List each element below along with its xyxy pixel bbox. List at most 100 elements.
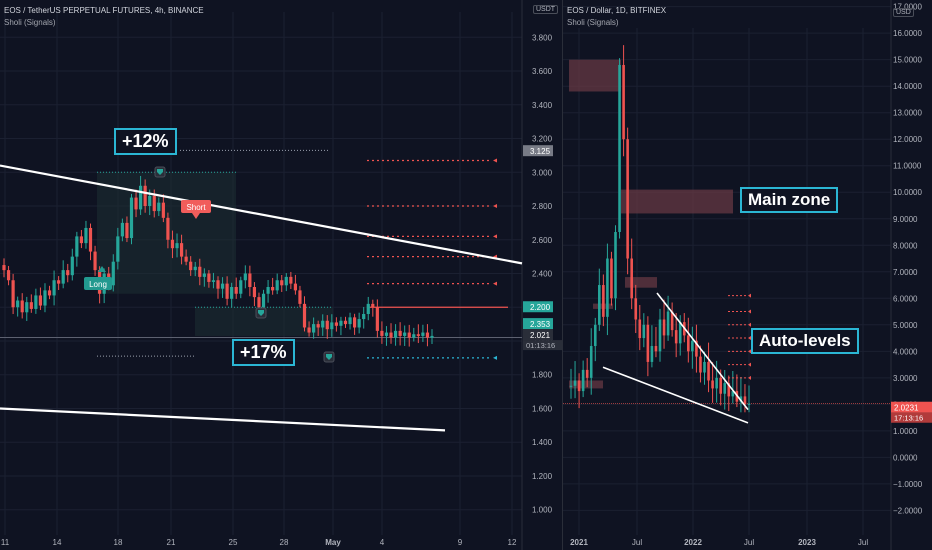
candle-body [280,280,284,286]
candle-body [366,303,370,314]
candle-body [393,330,398,338]
price-tag-green-box [523,301,553,313]
y-tick-label: 7.0000 [893,268,918,277]
auto-level-arrow [748,349,751,354]
candle-body [352,317,357,328]
candle [731,370,735,404]
candle-body [622,64,625,140]
annotation-down-callout: +17% [232,339,295,366]
x-tick-label: Jul [858,538,868,547]
candle [727,375,731,411]
candle-body [175,243,179,249]
candle-body [70,256,74,276]
candle-body [325,320,329,330]
x-tick-label: 25 [229,538,238,547]
candle [630,238,633,310]
left-chart-title: EOS / TetherUS PERPETUAL FUTURES, 4h, BI… [4,6,204,15]
candle [234,277,238,299]
candle-body [330,322,334,330]
candle-body [34,295,38,309]
candle-body [143,185,147,207]
candle [743,384,747,413]
candle-body [170,239,175,249]
candle-body [198,266,202,277]
y-tick-label: 1.200 [532,472,553,481]
y-tick-label: 0.0000 [893,453,918,462]
x-tick-label: 11 [1,538,10,547]
supply-zone [569,380,603,389]
candle [412,327,416,342]
candle [614,225,617,311]
candle-body [719,377,722,394]
candle-body [134,197,138,210]
candle-body [79,236,84,244]
candle-body [731,391,735,397]
candle-body [316,324,320,328]
candle [403,325,407,346]
auto-level-arrow [493,158,497,163]
candle [589,328,593,395]
y-tick-label: 4.0000 [893,347,918,356]
candle [38,287,43,310]
candle [658,308,662,362]
candle [11,273,15,315]
candle-body [302,303,307,328]
countdown-box [523,340,562,351]
auto-level-arrow [748,375,751,380]
candle [715,360,718,403]
candle-body [343,320,348,325]
auto-level-arrow [748,322,751,327]
candle [25,296,29,321]
candle-body [403,332,407,336]
candle-body [29,302,33,309]
candle [425,324,430,347]
right-chart-svg[interactable]: 17.0000 16.0000 15.0000 14.0000 13.0000 12.00… [563,0,932,550]
candle [2,258,6,278]
candle [16,296,20,317]
price-tag-green: 2.200 [530,303,551,312]
candle-body [293,283,298,291]
candle [687,317,690,363]
y-tick-label: 1.600 [532,404,553,413]
candle [739,377,743,413]
short-label: Short [186,203,206,212]
candle [29,294,33,313]
candle [610,251,613,306]
candle-body [412,334,416,338]
candle-body [243,273,247,281]
candle [266,279,270,303]
candle [339,316,343,336]
y-tick-label: −1.0000 [893,480,923,489]
candle [312,317,316,339]
price-tag-current-box [523,329,553,341]
candle-body [284,276,288,286]
candle-body [38,295,43,306]
candle-body [20,300,24,313]
candle [271,277,275,295]
candle-body [321,320,325,328]
candle [116,227,120,270]
right-chart-panel[interactable]: 17.0000 16.0000 15.0000 14.0000 13.0000 12.00… [562,0,932,550]
candle [302,296,307,332]
candle-body [618,64,621,233]
x-tick-label: 2023 [798,538,816,547]
candle-body [66,270,70,276]
auto-level-arrow [493,281,497,286]
candle [6,265,11,286]
candle [298,285,302,308]
candle-body [289,276,293,284]
price-tag-green2-box [523,318,553,330]
candle [366,296,370,321]
left-chart-svg[interactable]: 3.800 3.600 3.400 3.200 3.000 2.800 2.600 2.400… [0,0,562,550]
y-tick-label: 11.0000 [893,162,922,171]
candle [161,194,165,223]
candle-body [116,236,120,262]
left-chart-panel[interactable]: 3.800 3.600 3.400 3.200 3.000 2.800 2.600 2.400… [0,0,562,550]
candle-body [569,385,573,387]
candle-body [658,319,662,352]
candle [348,312,352,330]
candle-body [166,217,170,240]
candle [211,272,216,289]
candle [230,282,234,308]
y-tick-label: 1.000 [532,506,553,515]
